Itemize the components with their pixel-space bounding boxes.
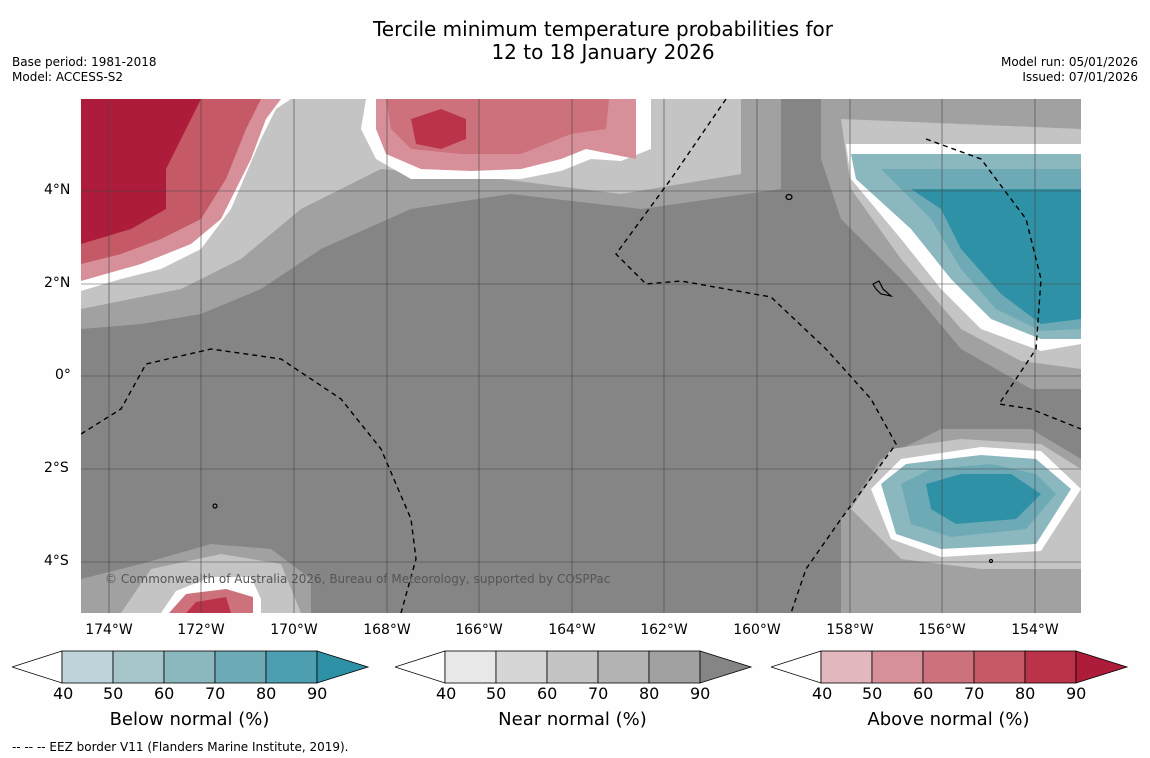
cbar-below-bin-1 bbox=[61, 650, 114, 684]
lon-label-170w: 170°W bbox=[270, 622, 318, 638]
cbar-below-tick-70: 70 bbox=[205, 684, 226, 703]
cbar-above-bin-3 bbox=[922, 650, 975, 684]
colorbar-below-normal bbox=[10, 650, 370, 688]
cbar-near-tick-40: 40 bbox=[436, 684, 457, 703]
cbar-near-over bbox=[699, 650, 753, 684]
meta-left: Base period: 1981-2018 Model: ACCESS-S2 bbox=[12, 55, 157, 85]
cbar-above-bin-1 bbox=[820, 650, 873, 684]
lat-label-4s: 4°S bbox=[44, 553, 69, 569]
above-normal-n-90 bbox=[411, 109, 466, 149]
lat-label-2n: 2°N bbox=[44, 275, 71, 291]
cbar-near-tick-60: 60 bbox=[537, 684, 558, 703]
lon-label-156w: 156°W bbox=[918, 622, 966, 638]
cbar-near-bin-1 bbox=[444, 650, 497, 684]
cbar-below-bin-4 bbox=[214, 650, 267, 684]
cbar-below-bin-3 bbox=[163, 650, 216, 684]
cbar-near-tick-80: 80 bbox=[639, 684, 660, 703]
cbar-near-tick-90: 90 bbox=[690, 684, 711, 703]
above-normal-nw-90 bbox=[81, 99, 201, 244]
cbar-below-bin-2 bbox=[112, 650, 165, 684]
cbar-above-title: Above normal (%) bbox=[867, 709, 1030, 730]
model-name: Model: ACCESS-S2 bbox=[12, 70, 124, 84]
cbar-below-tick-90: 90 bbox=[307, 684, 328, 703]
cbar-near-bin-5 bbox=[648, 650, 701, 684]
cbar-below-tick-50: 50 bbox=[103, 684, 124, 703]
lon-label-162w: 162°W bbox=[640, 622, 688, 638]
cbar-near-tick-50: 50 bbox=[486, 684, 507, 703]
lon-label-158w: 158°W bbox=[826, 622, 874, 638]
lon-label-172w: 172°W bbox=[177, 622, 225, 638]
cbar-above-bin-2 bbox=[871, 650, 924, 684]
cbar-below-bin-5 bbox=[265, 650, 318, 684]
cbar-below-tick-60: 60 bbox=[154, 684, 175, 703]
cbar-near-bin-2 bbox=[495, 650, 548, 684]
cbar-below-under bbox=[10, 650, 63, 684]
title-line-2: 12 to 18 January 2026 bbox=[491, 40, 715, 64]
cbar-above-tick-60: 60 bbox=[913, 684, 934, 703]
cbar-below-over bbox=[316, 650, 370, 684]
lon-label-168w: 168°W bbox=[363, 622, 411, 638]
cbar-near-tick-70: 70 bbox=[588, 684, 609, 703]
cbar-above-bin-4 bbox=[973, 650, 1026, 684]
issued-date: Issued: 07/01/2026 bbox=[1022, 70, 1138, 84]
copyright-notice: © Commonwealth of Australia 2026, Bureau… bbox=[105, 572, 611, 586]
cbar-below-tick-40: 40 bbox=[53, 684, 74, 703]
below-normal-se-90 bbox=[926, 474, 1041, 524]
cbar-below-title: Below normal (%) bbox=[109, 709, 270, 730]
above-normal-sw-90b bbox=[186, 597, 231, 613]
model-run: Model run: 05/01/2026 bbox=[1000, 55, 1138, 69]
map-title: Tercile minimum temperature probabilitie… bbox=[0, 18, 1150, 64]
cbar-above-tick-50: 50 bbox=[862, 684, 883, 703]
cbar-above-under bbox=[769, 650, 822, 684]
lat-label-2s: 2°S bbox=[44, 460, 69, 476]
lon-label-160w: 160°W bbox=[733, 622, 781, 638]
lat-gridlines bbox=[81, 190, 1081, 563]
islands bbox=[212, 193, 994, 564]
probability-map[interactable] bbox=[81, 99, 1081, 613]
colorbar-near-normal bbox=[393, 650, 753, 688]
cbar-above-tick-40: 40 bbox=[812, 684, 833, 703]
cbar-near-bin-4 bbox=[597, 650, 650, 684]
lon-label-174w: 174°W bbox=[85, 622, 133, 638]
lon-label-166w: 166°W bbox=[455, 622, 503, 638]
cbar-near-title: Near normal (%) bbox=[498, 709, 647, 730]
cbar-above-tick-90: 90 bbox=[1066, 684, 1087, 703]
map-svg bbox=[81, 99, 1081, 613]
lat-label-0: 0° bbox=[55, 367, 71, 383]
eez-footnote: -- -- -- EEZ border V11 (Flanders Marine… bbox=[12, 740, 349, 754]
cbar-above-over bbox=[1075, 650, 1129, 684]
lon-label-164w: 164°W bbox=[548, 622, 596, 638]
cbar-above-tick-80: 80 bbox=[1015, 684, 1036, 703]
base-period: Base period: 1981-2018 bbox=[12, 55, 157, 69]
title-line-1: Tercile minimum temperature probabilitie… bbox=[372, 17, 834, 41]
cbar-above-bin-5 bbox=[1024, 650, 1077, 684]
below-normal-ne-90 bbox=[911, 189, 1081, 324]
cbar-near-under bbox=[393, 650, 446, 684]
eez-borders bbox=[81, 99, 1081, 613]
colorbar-above-normal bbox=[769, 650, 1129, 688]
lon-label-154w: 154°W bbox=[1011, 622, 1059, 638]
lat-label-4n: 4°N bbox=[44, 182, 71, 198]
lon-gridlines bbox=[108, 99, 1036, 613]
cbar-above-tick-70: 70 bbox=[964, 684, 985, 703]
meta-right: Model run: 05/01/2026 Issued: 07/01/2026 bbox=[1001, 55, 1138, 85]
cbar-below-tick-80: 80 bbox=[256, 684, 277, 703]
cbar-near-bin-3 bbox=[546, 650, 599, 684]
